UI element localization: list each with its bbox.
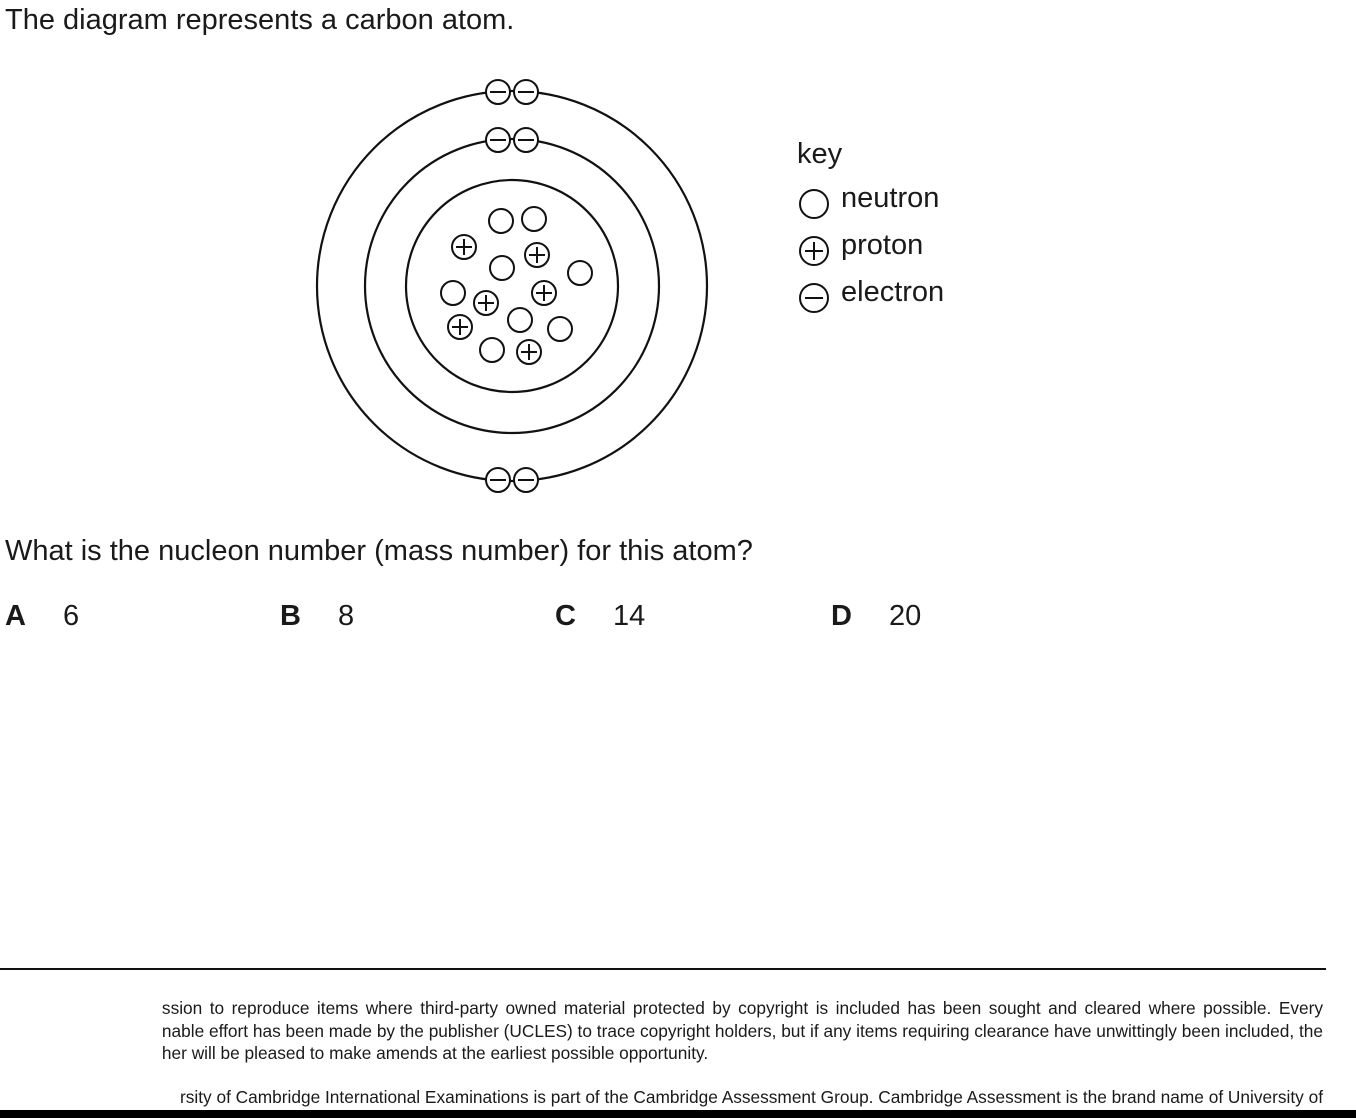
cambridge-line: rsity of Cambridge International Examina… [179, 1087, 1323, 1107]
nucleus-boundary [404, 178, 620, 394]
copyright-line: nable effort has been made by the publis… [161, 1020, 1323, 1041]
neutron [567, 260, 593, 286]
proton [531, 280, 557, 306]
neutron [488, 208, 514, 234]
neutron [507, 307, 533, 333]
option-letter: C [555, 600, 576, 632]
option-letter: D [831, 600, 852, 632]
option-value: 6 [63, 600, 80, 632]
electron [485, 467, 511, 493]
neutron [547, 316, 573, 342]
electron [485, 79, 511, 105]
electron [513, 79, 539, 105]
key-label-neutron: neutron [841, 182, 940, 214]
neutron [489, 255, 515, 281]
proton [473, 290, 499, 316]
neutron [479, 337, 505, 363]
proton [447, 314, 473, 340]
footer-divider [0, 968, 1326, 970]
key-label-electron: electron [841, 276, 945, 308]
page-bottom-bar [0, 1110, 1356, 1118]
nucleus [440, 206, 593, 365]
cambridge-notice: rsity of Cambridge International Examina… [180, 1086, 1323, 1109]
electron [513, 467, 539, 493]
question-intro: The diagram represents a carbon atom. [5, 4, 515, 36]
middle-shell [363, 137, 661, 435]
neutron-icon [799, 189, 829, 219]
option-value: 8 [338, 600, 355, 632]
key-title: key [797, 138, 843, 170]
option-letter: A [5, 600, 26, 632]
proton [451, 234, 477, 260]
carbon-atom-diagram [315, 79, 709, 493]
neutron [440, 280, 466, 306]
electron [485, 127, 511, 153]
option-letter: B [280, 600, 301, 632]
neutron [521, 206, 547, 232]
option-value: 20 [889, 600, 922, 632]
question-text: What is the nucleon number (mass number)… [5, 535, 753, 567]
proton [516, 339, 542, 365]
outer-shell [315, 89, 709, 483]
copyright-notice: ssion to reproduce items where third-par… [162, 997, 1323, 1065]
copyright-line: her will be pleased to make amends at th… [161, 1043, 709, 1063]
proton [524, 242, 550, 268]
proton-icon [799, 236, 829, 266]
electron-icon [799, 283, 829, 313]
electron-pairs [485, 79, 539, 493]
key-label-proton: proton [841, 229, 924, 261]
electron [513, 127, 539, 153]
option-value: 14 [613, 600, 646, 632]
copyright-line: ssion to reproduce items where third-par… [161, 998, 1323, 1018]
